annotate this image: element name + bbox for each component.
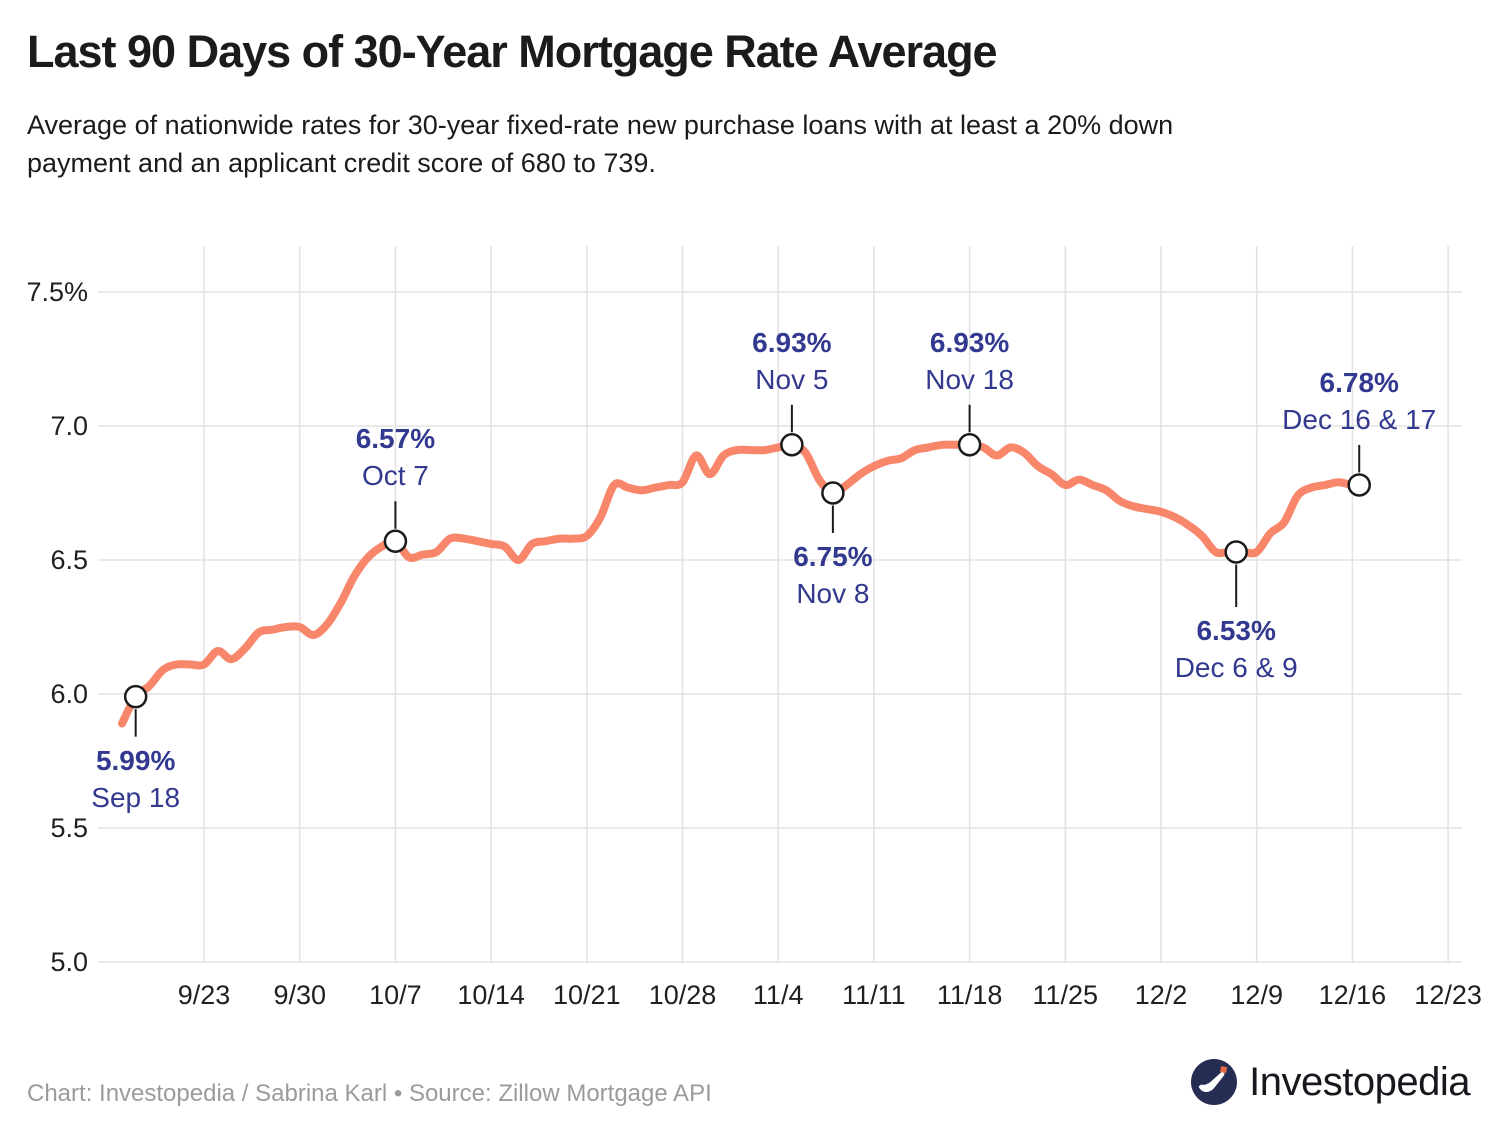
y-axis-tick-label: 6.5 <box>50 545 88 575</box>
annotation-marker <box>1347 473 1371 497</box>
annotation-marker <box>383 529 408 553</box>
page-title: Last 90 Days of 30-Year Mortgage Rate Av… <box>27 26 998 77</box>
annotation-marker <box>1224 540 1248 564</box>
investopedia-logo: Investopedia <box>1190 1058 1470 1106</box>
annotation-marker <box>957 433 982 457</box>
x-axis-tick-label: 9/23 <box>178 980 231 1010</box>
investopedia-logo-icon <box>1191 1059 1238 1105</box>
annotation-marker <box>821 481 845 505</box>
x-axis-tick-label: 12/2 <box>1135 980 1188 1010</box>
y-axis-tick-label: 6.0 <box>50 679 88 709</box>
x-axis-tick-label: 11/25 <box>1033 980 1099 1010</box>
investopedia-logo-text: Investopedia <box>1249 1059 1470 1104</box>
x-axis-tick-label: 12/16 <box>1319 980 1387 1010</box>
x-axis-tick-label: 10/7 <box>369 980 422 1010</box>
rate-series-line <box>118 440 1371 728</box>
y-axis-tick-label: 7.0 <box>50 411 88 441</box>
x-axis-tick-label: 11/4 <box>753 980 804 1010</box>
x-axis-tick-label: 11/11 <box>842 980 906 1010</box>
y-axis-tick-label: 5.0 <box>50 947 88 977</box>
y-axis-tick-label: 5.5 <box>50 813 88 843</box>
page-subtitle: Average of nationwide rates for 30-year … <box>27 110 1174 179</box>
x-axis-tick-label: 10/14 <box>457 980 525 1010</box>
x-axis-tick-label: 10/21 <box>553 980 621 1010</box>
x-axis-tick-label: 12/23 <box>1414 980 1482 1010</box>
x-axis-tick-label: 11/18 <box>937 980 1003 1010</box>
annotation-marker <box>123 684 148 709</box>
annotation-marker <box>780 433 804 457</box>
x-axis-tick-label: 9/30 <box>273 980 326 1010</box>
chart-attribution: Chart: Investopedia / Sabrina Karl • Sou… <box>27 1080 712 1107</box>
y-axis-tick-label: 7.5% <box>26 277 88 307</box>
x-axis-tick-label: 10/28 <box>649 980 717 1010</box>
x-axis-tick-label: 12/9 <box>1230 980 1283 1010</box>
